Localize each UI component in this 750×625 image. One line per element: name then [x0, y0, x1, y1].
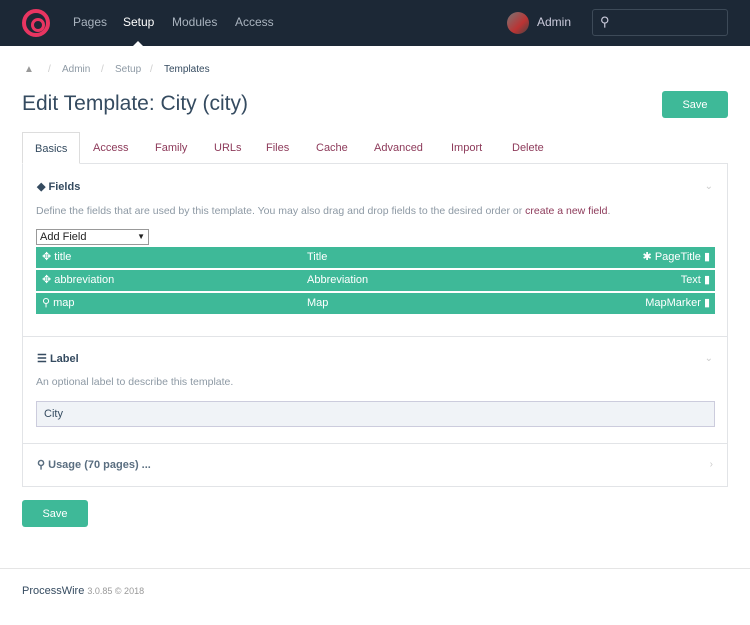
tab-urls[interactable]: URLs — [214, 142, 242, 154]
barcode-icon: ☰ — [37, 353, 47, 365]
field-type: MapMarker — [645, 297, 701, 309]
tab-family[interactable]: Family — [155, 142, 188, 154]
footer-brand[interactable]: ProcessWire — [22, 585, 85, 597]
caret-down-icon: ▼ — [137, 232, 145, 241]
field-name: map — [53, 297, 75, 309]
field-label: Abbreviation — [307, 274, 369, 286]
footer: ProcessWire 3.0.85 © 2018 — [22, 585, 144, 597]
tab-delete[interactable]: Delete — [512, 142, 544, 154]
label-title: Label — [49, 353, 79, 365]
trash-icon[interactable]: ▮ — [703, 251, 710, 263]
user-menu[interactable]: Admin — [537, 15, 572, 29]
search-input[interactable]: ⚲ — [592, 9, 728, 36]
field-type: Text — [680, 274, 701, 286]
search-icon: ⚲ — [600, 14, 610, 29]
home-tree-icon[interactable]: ▲ — [24, 64, 34, 75]
field-row-title[interactable]: ✥ title Title ✱ PageTitle ▮ — [36, 247, 715, 268]
save-button-top[interactable]: Save — [662, 91, 728, 118]
field-label: Map — [307, 297, 329, 309]
field-name: title — [54, 251, 72, 263]
fields-title: Fields — [48, 181, 81, 193]
divider — [23, 443, 727, 444]
nav-modules[interactable]: Modules — [172, 15, 218, 29]
chevron-down-icon[interactable]: ⌄ — [704, 181, 713, 192]
field-row-abbreviation[interactable]: ✥ abbreviation Abbreviation Text ▮ — [36, 270, 715, 291]
tab-basics[interactable]: Basics — [22, 132, 81, 164]
breadcrumb-separator: / — [150, 64, 153, 75]
breadcrumb-setup[interactable]: Setup — [115, 64, 142, 75]
avatar[interactable] — [507, 12, 529, 34]
nav-pages[interactable]: Pages — [73, 15, 108, 29]
page-title: Edit Template: City (city) — [22, 92, 249, 115]
fields-header[interactable]: ◆ Fields — [37, 180, 80, 193]
processwire-logo[interactable] — [22, 9, 50, 37]
trash-icon[interactable]: ▮ — [703, 274, 710, 286]
field-type: PageTitle — [654, 251, 701, 263]
cube-icon: ◆ — [37, 181, 46, 193]
arrows-icon: ✥ — [42, 274, 52, 286]
breadcrumb-separator: / — [48, 64, 51, 75]
tab-advanced[interactable]: Advanced — [374, 142, 423, 154]
add-field-select[interactable]: Add Field ▼ — [36, 229, 149, 245]
label-input[interactable]: City — [36, 401, 715, 427]
breadcrumb-templates[interactable]: Templates — [164, 64, 210, 75]
field-name: abbreviation — [54, 274, 115, 286]
fields-description: Define the fields that are used by this … — [36, 205, 610, 217]
save-button-bottom[interactable]: Save — [22, 500, 88, 527]
usage-header[interactable]: ⚲ Usage (70 pages) ... — [37, 458, 151, 471]
period: . — [607, 205, 611, 217]
chevron-right-icon[interactable]: › — [709, 459, 713, 470]
breadcrumb-admin[interactable]: Admin — [62, 64, 91, 75]
chevron-down-icon[interactable]: ⌄ — [704, 353, 713, 364]
usage-title: Usage (70 pages) ... — [48, 459, 151, 471]
tab-files[interactable]: Files — [266, 142, 290, 154]
add-field-value: Add Field — [40, 231, 87, 243]
basics-panel: ◆ Fields ⌄ Define the fields that are us… — [22, 163, 728, 487]
top-navbar: Pages Setup Modules Access Admin ⚲ — [0, 0, 750, 46]
field-row-map[interactable]: ⚲ map Map MapMarker ▮ — [36, 293, 715, 314]
tab-access[interactable]: Access — [93, 142, 129, 154]
active-caret-icon — [133, 41, 143, 46]
label-description: An optional label to describe this templ… — [36, 376, 234, 388]
divider — [23, 336, 727, 337]
footer-divider — [0, 568, 750, 569]
create-new-field-link[interactable]: create a new field — [525, 205, 608, 217]
trash-icon[interactable]: ▮ — [703, 297, 710, 309]
breadcrumb-separator: / — [101, 64, 104, 75]
tab-import[interactable]: Import — [451, 142, 483, 154]
map-marker-icon: ⚲ — [37, 459, 46, 471]
field-label: Title — [307, 251, 328, 263]
asterisk-icon: ✱ — [642, 251, 652, 263]
nav-setup[interactable]: Setup — [123, 15, 155, 29]
map-marker-icon: ⚲ — [42, 297, 51, 309]
tab-cache[interactable]: Cache — [316, 142, 348, 154]
arrows-icon: ✥ — [42, 251, 52, 263]
fields-description-text: Define the fields that are used by this … — [36, 205, 526, 217]
nav-access[interactable]: Access — [235, 15, 274, 29]
label-header[interactable]: ☰ Label — [37, 352, 79, 365]
footer-version: 3.0.85 © 2018 — [87, 586, 145, 596]
